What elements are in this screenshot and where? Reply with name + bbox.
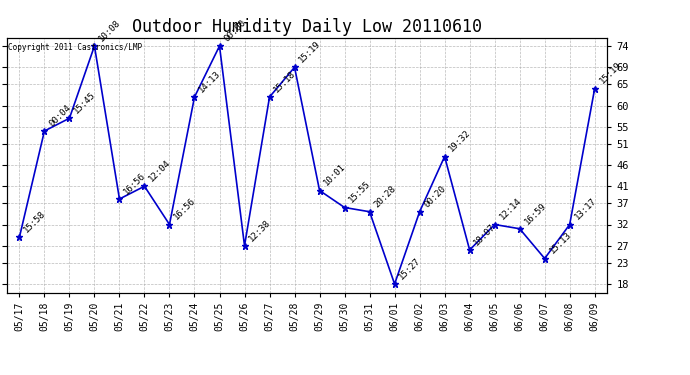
Title: Outdoor Humidity Daily Low 20110610: Outdoor Humidity Daily Low 20110610 (132, 18, 482, 36)
Text: 12:04: 12:04 (147, 158, 172, 183)
Text: 13:17: 13:17 (573, 196, 598, 222)
Text: 15:19: 15:19 (297, 39, 323, 64)
Text: Copyright 2011 Castronics/LMP: Copyright 2011 Castronics/LMP (8, 43, 142, 52)
Text: 15:55: 15:55 (347, 179, 373, 205)
Text: 15:18: 15:18 (273, 69, 297, 94)
Text: 15:27: 15:27 (397, 256, 423, 281)
Text: 19:32: 19:32 (447, 128, 473, 154)
Text: 00:20: 00:20 (422, 184, 448, 209)
Text: 20:28: 20:28 (373, 184, 397, 209)
Text: 16:59: 16:59 (522, 201, 548, 226)
Text: 12:14: 12:14 (497, 196, 523, 222)
Text: 15:58: 15:58 (22, 209, 48, 234)
Text: 15:19: 15:19 (598, 60, 623, 86)
Text: 16:56: 16:56 (172, 196, 197, 222)
Text: 18:07: 18:07 (473, 222, 497, 247)
Text: 10:08: 10:08 (97, 18, 123, 43)
Text: 14:13: 14:13 (197, 69, 223, 94)
Text: 15:13: 15:13 (547, 230, 573, 256)
Text: 15:45: 15:45 (72, 90, 97, 116)
Text: 00:00: 00:00 (222, 18, 248, 43)
Text: 00:04: 00:04 (47, 103, 72, 128)
Text: 12:38: 12:38 (247, 217, 273, 243)
Text: 16:56: 16:56 (122, 171, 148, 196)
Text: 10:01: 10:01 (322, 162, 348, 188)
